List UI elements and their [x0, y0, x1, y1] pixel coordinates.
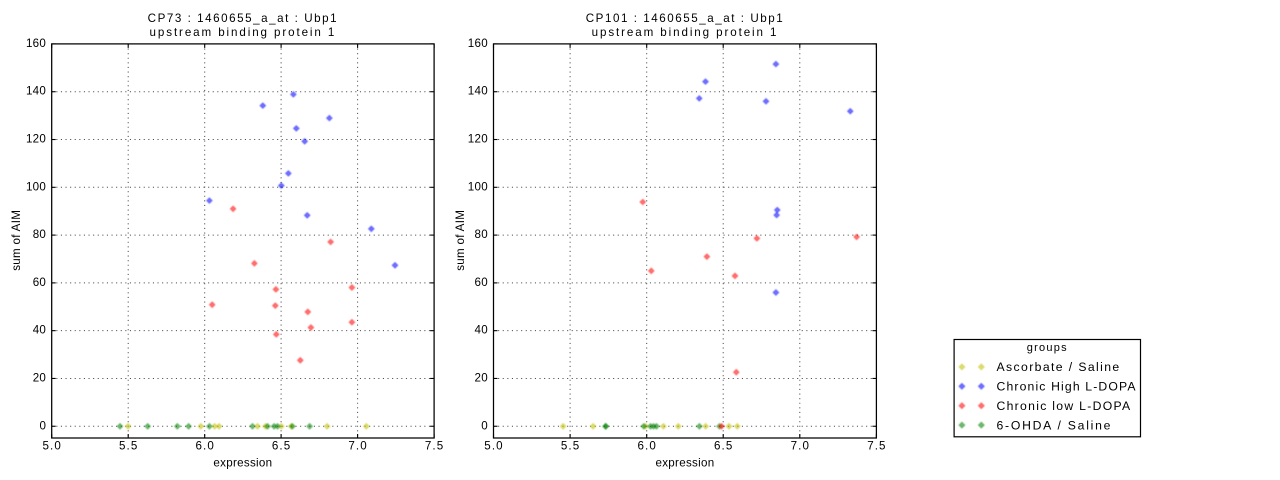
svg-text:5.0: 5.0: [484, 439, 503, 452]
svg-text:6.0: 6.0: [637, 439, 656, 452]
svg-text:expression: expression: [213, 457, 272, 470]
svg-text:40: 40: [475, 324, 489, 337]
svg-text:80: 80: [33, 228, 47, 241]
svg-text:Ascorbate / Saline: Ascorbate / Saline: [997, 360, 1121, 374]
svg-text:sum of AIM: sum of AIM: [10, 210, 23, 271]
svg-text:140: 140: [468, 85, 488, 98]
svg-text:7.5: 7.5: [867, 439, 886, 452]
svg-text:expression: expression: [655, 457, 714, 470]
svg-text:40: 40: [33, 324, 47, 337]
svg-text:7.0: 7.0: [348, 439, 367, 452]
svg-text:sum of AIM: sum of AIM: [454, 210, 467, 271]
svg-text:5.0: 5.0: [42, 439, 61, 452]
svg-text:Chronic High L-DOPA: Chronic High L-DOPA: [997, 380, 1137, 394]
svg-text:100: 100: [26, 180, 46, 193]
svg-text:upstream binding protein 1: upstream binding protein 1: [592, 26, 779, 39]
svg-text:160: 160: [468, 37, 488, 50]
svg-text:80: 80: [475, 228, 489, 241]
svg-text:6.5: 6.5: [272, 439, 291, 452]
svg-text:5.5: 5.5: [561, 439, 580, 452]
svg-text:7.0: 7.0: [791, 439, 810, 452]
svg-text:7.5: 7.5: [425, 439, 444, 452]
svg-text:Chronic low L-DOPA: Chronic low L-DOPA: [997, 399, 1132, 413]
svg-text:20: 20: [33, 371, 47, 384]
svg-text:60: 60: [475, 276, 489, 289]
svg-text:CP101 : 1460655_a_at : Ubp1: CP101 : 1460655_a_at : Ubp1: [586, 12, 785, 25]
svg-text:upstream binding protein 1: upstream binding protein 1: [150, 26, 337, 39]
svg-text:160: 160: [26, 37, 46, 50]
svg-text:0: 0: [481, 419, 488, 432]
svg-text:0: 0: [39, 419, 46, 432]
svg-text:5.5: 5.5: [119, 439, 138, 452]
svg-text:6.5: 6.5: [714, 439, 733, 452]
svg-text:CP73 : 1460655_a_at : Ubp1: CP73 : 1460655_a_at : Ubp1: [148, 12, 339, 25]
svg-text:120: 120: [468, 133, 488, 146]
svg-text:100: 100: [468, 180, 488, 193]
svg-text:6.0: 6.0: [195, 439, 214, 452]
svg-text:140: 140: [26, 85, 46, 98]
svg-text:60: 60: [33, 276, 47, 289]
svg-text:6-OHDA / Saline: 6-OHDA / Saline: [997, 418, 1113, 432]
svg-text:groups: groups: [1027, 342, 1068, 354]
svg-text:120: 120: [26, 133, 46, 146]
svg-text:20: 20: [475, 371, 489, 384]
